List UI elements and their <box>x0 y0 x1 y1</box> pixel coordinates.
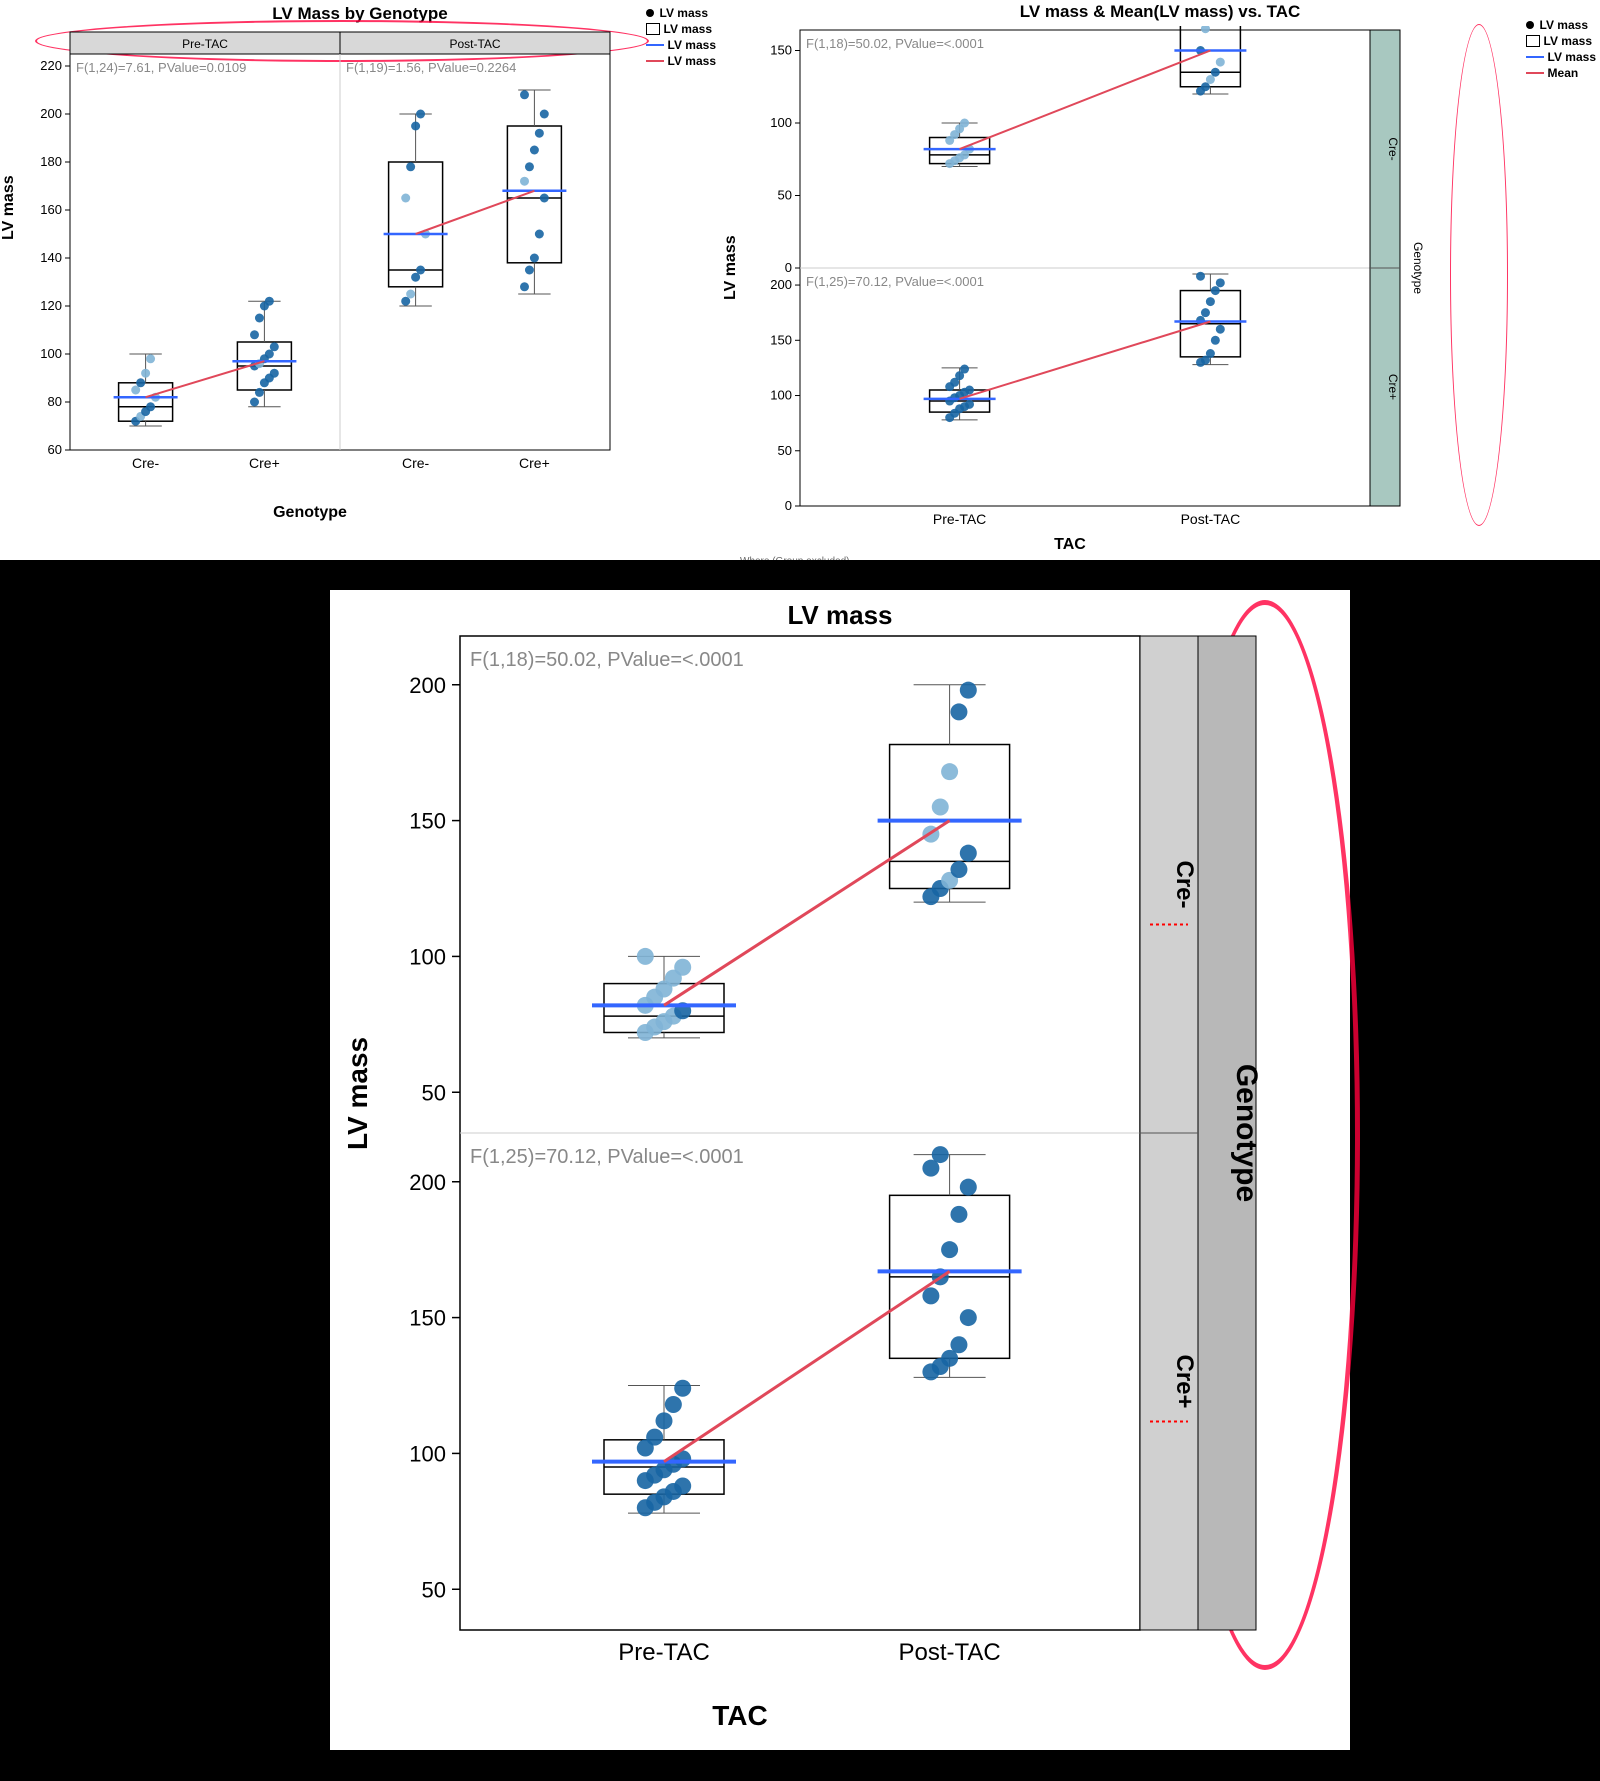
legend-label: LV mass <box>1548 50 1596 64</box>
svg-text:150: 150 <box>770 43 792 58</box>
svg-text:50: 50 <box>778 443 792 458</box>
svg-text:0: 0 <box>785 498 792 513</box>
svg-text:80: 80 <box>48 394 62 409</box>
svg-text:Post-TAC: Post-TAC <box>1181 511 1241 527</box>
svg-text:Genotype: Genotype <box>1230 1064 1263 1202</box>
svg-text:60: 60 <box>48 442 62 457</box>
legend-label: LV mass <box>1544 34 1592 48</box>
svg-text:50: 50 <box>422 1080 446 1105</box>
top-row: LV Mass by Genotype LV mass LV mass LV m… <box>0 0 1600 560</box>
svg-text:F(1,24)=7.61, PValue=0.0109: F(1,24)=7.61, PValue=0.0109 <box>76 60 246 75</box>
svg-text:Post-TAC: Post-TAC <box>449 37 500 51</box>
legend-label: Mean <box>1548 66 1579 80</box>
svg-text:150: 150 <box>409 809 446 834</box>
svg-text:200: 200 <box>770 277 792 292</box>
chart3-svg: Cre- Cre+ Genotype 50 100 150 200 F(1,18)=50.02… <box>340 630 1340 1690</box>
legend-item: LV mass <box>646 22 716 36</box>
svg-text:Cre+: Cre+ <box>249 455 280 471</box>
svg-text:150: 150 <box>770 332 792 347</box>
chart1-legend: LV mass LV mass LV mass LV mass <box>646 6 716 70</box>
svg-text:150: 150 <box>409 1306 446 1331</box>
bottom-row: LV mass Cre- Cre+ Genotype 50 100 150 200 F(1,1… <box>0 560 1600 1781</box>
svg-text:F(1,18)=50.02, PValue=<.0001: F(1,18)=50.02, PValue=<.0001 <box>470 649 744 671</box>
svg-text:F(1,25)=70.12, PValue=<.0001: F(1,25)=70.12, PValue=<.0001 <box>470 1146 744 1168</box>
svg-text:Cre-: Cre- <box>402 455 430 471</box>
chart1-container: LV Mass by Genotype LV mass LV mass LV m… <box>0 0 720 530</box>
svg-text:160: 160 <box>40 202 62 217</box>
svg-text:Cre+: Cre+ <box>519 455 550 471</box>
legend-item: LV mass <box>1526 18 1596 32</box>
chart3-x-label: TAC <box>330 1700 1150 1732</box>
svg-text:220: 220 <box>40 58 62 73</box>
svg-text:120: 120 <box>40 298 62 313</box>
svg-text:Cre+: Cre+ <box>1171 1354 1198 1408</box>
legend-label: LV mass <box>660 6 708 20</box>
svg-text:200: 200 <box>409 1170 446 1195</box>
svg-text:200: 200 <box>40 106 62 121</box>
svg-text:Pre-TAC: Pre-TAC <box>618 1639 710 1666</box>
svg-text:100: 100 <box>409 1441 446 1466</box>
svg-text:50: 50 <box>422 1577 446 1602</box>
svg-text:Cre-: Cre- <box>132 455 160 471</box>
chart2-container: LV mass & Mean(LV mass) vs. TAC LV mass … <box>720 0 1600 560</box>
svg-text:180: 180 <box>40 154 62 169</box>
chart3-title: LV mass <box>330 600 1350 631</box>
chart1-svg: Pre-TAC Post-TAC 60 80 100 120 140 160 180 200 220… <box>10 30 630 500</box>
svg-text:Cre-: Cre- <box>1386 137 1400 160</box>
svg-text:Pre-TAC: Pre-TAC <box>182 37 228 51</box>
svg-text:Cre+: Cre+ <box>1386 374 1400 400</box>
legend-label: LV mass <box>1540 18 1588 32</box>
chart2-title: LV mass & Mean(LV mass) vs. TAC <box>720 2 1600 22</box>
svg-text:Cre-: Cre- <box>1171 860 1198 908</box>
chart2-x-label: TAC <box>720 536 1420 554</box>
chart2-y-label: LV mass <box>722 235 740 300</box>
svg-text:140: 140 <box>40 250 62 265</box>
chart1-y-label: LV mass <box>0 175 18 240</box>
svg-text:0: 0 <box>785 260 792 275</box>
svg-text:Genotype: Genotype <box>1411 242 1425 294</box>
legend-item: LV mass <box>646 38 716 52</box>
legend-item: LV mass <box>646 6 716 20</box>
legend-label: LV mass <box>668 38 716 52</box>
legend-item: LV mass <box>646 54 716 68</box>
svg-text:100: 100 <box>40 346 62 361</box>
chart1-x-label: Genotype <box>0 504 620 522</box>
svg-text:100: 100 <box>770 388 792 403</box>
legend-item: Mean <box>1526 66 1596 80</box>
svg-text:F(1,25)=70.12, PValue=<.0001: F(1,25)=70.12, PValue=<.0001 <box>806 274 984 289</box>
chart3-y-label: LV mass <box>342 1037 374 1150</box>
legend-item: LV mass <box>1526 50 1596 64</box>
chart2-legend: LV mass LV mass LV mass Mean <box>1526 18 1596 82</box>
svg-text:50: 50 <box>778 188 792 203</box>
legend-label: LV mass <box>664 22 712 36</box>
svg-text:F(1,19)=1.56, PValue=0.2264: F(1,19)=1.56, PValue=0.2264 <box>346 60 516 75</box>
svg-text:Post-TAC: Post-TAC <box>898 1639 1000 1666</box>
chart2-svg: Cre- Cre+ Genotype 0 50 100 150 F(1,18)=50.02, … <box>730 26 1490 536</box>
svg-text:200: 200 <box>409 673 446 698</box>
svg-text:100: 100 <box>409 944 446 969</box>
chart3-container: LV mass Cre- Cre+ Genotype 50 100 150 200 F(1,1… <box>330 590 1350 1750</box>
legend-item: LV mass <box>1526 34 1596 48</box>
svg-text:100: 100 <box>770 115 792 130</box>
svg-text:Pre-TAC: Pre-TAC <box>933 511 986 527</box>
legend-label: LV mass <box>668 54 716 68</box>
svg-text:F(1,18)=50.02, PValue=<.0001: F(1,18)=50.02, PValue=<.0001 <box>806 36 984 51</box>
